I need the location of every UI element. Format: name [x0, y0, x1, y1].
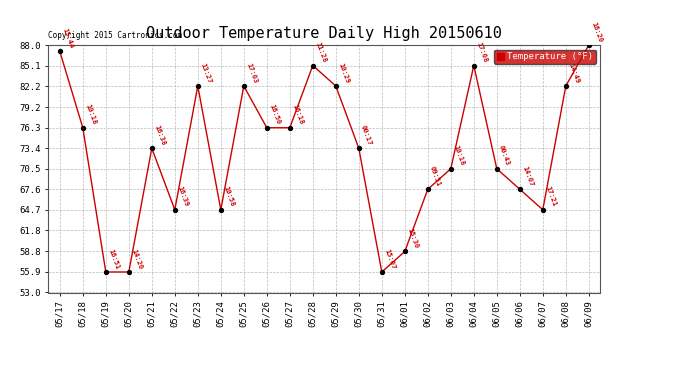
Legend: Temperature (°F): Temperature (°F): [495, 50, 595, 64]
Text: 10:18: 10:18: [84, 104, 97, 126]
Text: 17:21: 17:21: [544, 186, 557, 208]
Text: 16:20: 16:20: [590, 21, 603, 43]
Text: 15:07: 15:07: [383, 248, 396, 270]
Text: 16:38: 16:38: [153, 124, 166, 146]
Point: [215, 207, 226, 213]
Text: 16:39: 16:39: [176, 186, 189, 208]
Point: [538, 207, 549, 213]
Point: [376, 269, 387, 275]
Point: [284, 125, 295, 131]
Point: [514, 186, 525, 192]
Point: [124, 269, 135, 275]
Point: [469, 63, 480, 69]
Text: Copyright 2015 Cartronics.com: Copyright 2015 Cartronics.com: [48, 31, 182, 40]
Point: [491, 166, 502, 172]
Text: 10:18: 10:18: [452, 145, 465, 166]
Point: [193, 83, 204, 89]
Text: 14:07: 14:07: [521, 165, 534, 187]
Text: 15:30: 15:30: [406, 227, 419, 249]
Text: 16:51: 16:51: [107, 248, 120, 270]
Point: [560, 83, 571, 89]
Text: 17:03: 17:03: [245, 62, 258, 84]
Point: [262, 125, 273, 131]
Point: [445, 166, 456, 172]
Point: [331, 83, 342, 89]
Point: [169, 207, 180, 213]
Point: [353, 145, 364, 151]
Point: [100, 269, 111, 275]
Point: [422, 186, 433, 192]
Point: [77, 125, 88, 131]
Text: 16:50: 16:50: [268, 104, 281, 126]
Point: [400, 249, 411, 255]
Point: [583, 42, 594, 48]
Text: 00:17: 00:17: [360, 124, 373, 146]
Point: [146, 145, 157, 151]
Text: 13:27: 13:27: [199, 62, 212, 84]
Title: Outdoor Temperature Daily High 20150610: Outdoor Temperature Daily High 20150610: [146, 26, 502, 41]
Text: 15:44: 15:44: [61, 27, 74, 49]
Text: 17:08: 17:08: [475, 41, 488, 63]
Text: 14:49: 14:49: [567, 62, 580, 84]
Text: 09:51: 09:51: [429, 165, 442, 187]
Point: [307, 63, 318, 69]
Text: 00:43: 00:43: [498, 145, 511, 166]
Text: 10:29: 10:29: [337, 62, 350, 84]
Text: 10:58: 10:58: [222, 186, 235, 208]
Text: 14:20: 14:20: [130, 248, 143, 270]
Point: [55, 48, 66, 54]
Text: 11:28: 11:28: [314, 41, 327, 63]
Point: [238, 83, 249, 89]
Text: 16:18: 16:18: [291, 104, 304, 126]
